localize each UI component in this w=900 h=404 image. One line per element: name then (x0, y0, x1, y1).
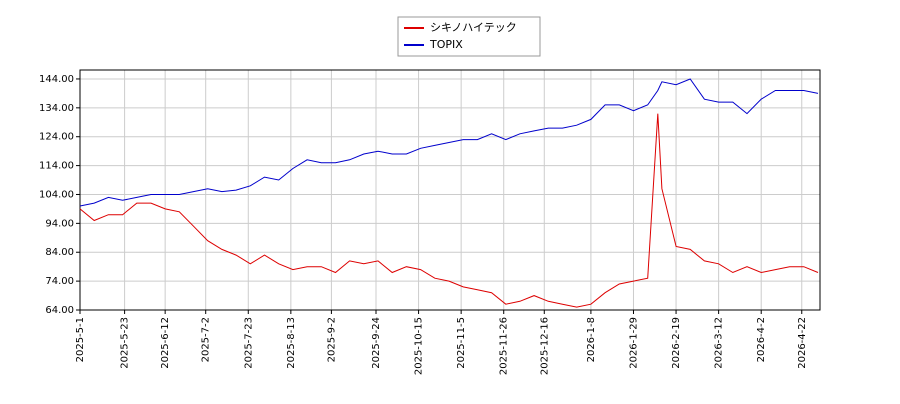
y-tick-label: 134.00 (39, 103, 74, 114)
x-tick-label: 2025-11-5 (456, 317, 467, 369)
line-series (79, 78, 819, 207)
y-tick-label: 104.00 (39, 189, 74, 200)
x-tick-label: 2025-12-16 (539, 317, 550, 375)
y-tick-label: 74.00 (45, 276, 74, 287)
legend: シキノハイテック TOPIX (397, 16, 541, 57)
x-tick-label: 2025-9-2 (326, 317, 337, 362)
legend-label: TOPIX (429, 38, 463, 51)
x-tick-label: 2026-2-19 (671, 317, 682, 369)
y-tick-label: 94.00 (45, 218, 74, 229)
x-tick-label: 2026-4-22 (797, 317, 808, 369)
plot-frame (79, 69, 821, 311)
legend-label: シキノハイテック (430, 21, 517, 34)
x-tick-label: 2025-11-26 (499, 317, 510, 375)
y-tick-label: 114.00 (39, 161, 74, 172)
x-tick-label: 2025-5-23 (120, 317, 131, 369)
x-tick-label: 2025-6-12 (160, 317, 171, 369)
x-tick-label: 2026-4-2 (756, 317, 767, 362)
y-tick-label: 64.00 (45, 305, 74, 316)
x-tick-label: 2025-7-23 (243, 317, 254, 369)
x-tick-label: 2025-5-1 (75, 317, 86, 362)
line-series (79, 113, 819, 308)
x-tick-label: 2025-9-24 (371, 317, 382, 369)
x-tick-label: 2025-7-2 (201, 317, 212, 362)
x-tick-label: 2026-3-12 (714, 317, 725, 369)
y-tick-label: 84.00 (45, 247, 74, 258)
y-tick-label: 144.00 (39, 74, 74, 85)
x-tick-label: 2026-1-8 (586, 317, 597, 362)
legend-box (397, 16, 541, 57)
x-tick-label: 2025-8-13 (286, 317, 297, 369)
x-tick-label: 2026-1-29 (628, 317, 639, 369)
y-tick-label: 124.00 (39, 132, 74, 143)
x-tick-label: 2025-10-15 (414, 317, 425, 375)
